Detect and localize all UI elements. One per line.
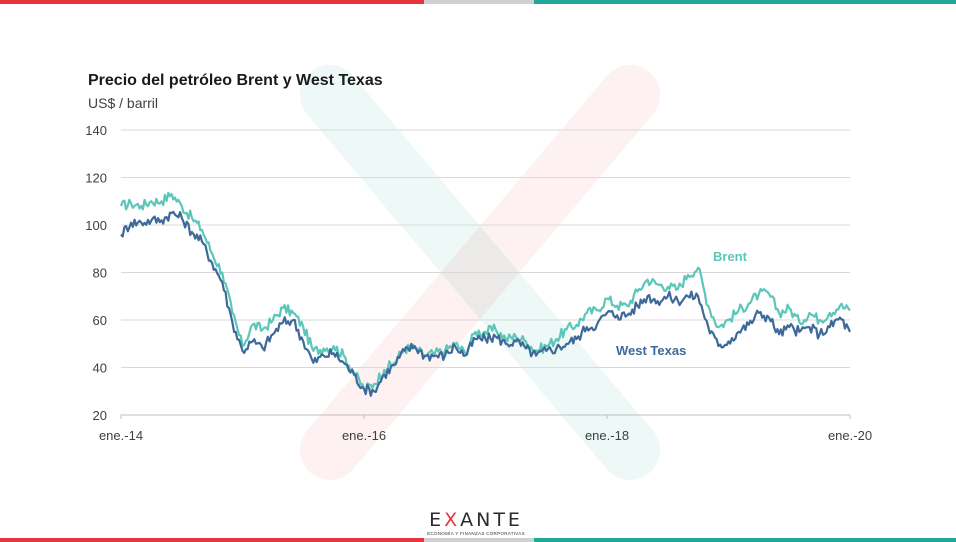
- y-tick-label: 80: [93, 266, 107, 281]
- y-tick-label: 40: [93, 361, 107, 376]
- x-tick-label: ene.-18: [585, 428, 629, 443]
- x-tick-label: ene.-20: [828, 428, 872, 443]
- series-label-brent: Brent: [713, 249, 748, 264]
- y-tick-label: 20: [93, 408, 107, 423]
- logo-tagline: ECONOMÍA Y FINANZAS CORPORATIVAS: [427, 531, 525, 536]
- y-tick-label: 60: [93, 313, 107, 328]
- y-tick-label: 100: [85, 218, 107, 233]
- x-tick-label: ene.-14: [99, 428, 143, 443]
- bottom-accent-bar: [0, 538, 956, 542]
- top-accent-bar: [0, 0, 956, 4]
- y-tick-label: 120: [85, 171, 107, 186]
- y-tick-label: 140: [85, 123, 107, 138]
- x-tick-label: ene.-16: [342, 428, 386, 443]
- exante-logo: EXANTE ECONOMÍA Y FINANZAS CORPORATIVAS: [420, 510, 532, 536]
- series-line-west-texas: [120, 210, 852, 397]
- chart-units-label: US$ / barril: [88, 95, 159, 111]
- series-line-brent: [119, 191, 851, 392]
- chart-title: Precio del petróleo Brent y West Texas: [88, 72, 383, 89]
- series-label-west-texas: West Texas: [616, 343, 686, 358]
